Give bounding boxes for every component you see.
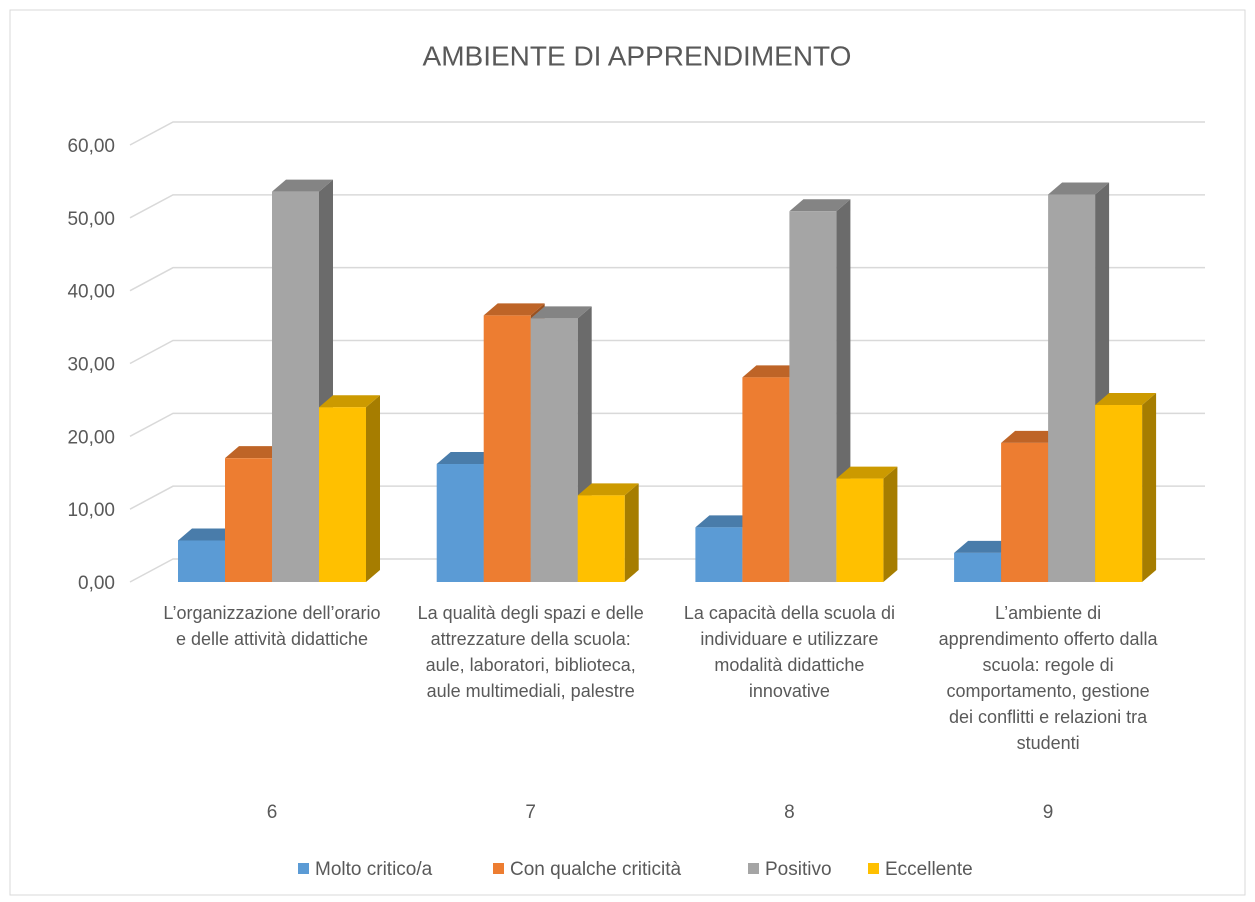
bar — [577, 495, 625, 582]
bar-top — [319, 395, 380, 408]
bar — [695, 527, 743, 582]
x-group-label: 8 — [784, 802, 795, 823]
bar — [1095, 405, 1143, 582]
y-tick-label: 30,00 — [67, 355, 115, 376]
legend-swatch — [493, 863, 504, 874]
bar — [1048, 194, 1096, 582]
y-tick-label: 10,00 — [67, 500, 115, 521]
bar — [1001, 442, 1049, 582]
grid-line — [129, 121, 1205, 146]
x-tick-label: L’ambiente di apprendimento offerto dall… — [938, 603, 1158, 753]
bar — [742, 377, 790, 582]
x-tick-label-box: L’organizzazione dell’orario e delle att… — [163, 603, 381, 649]
bar — [225, 458, 272, 582]
grid-line — [129, 412, 1205, 437]
x-tick-label: La capacità della scuola di individuare … — [683, 603, 895, 701]
y-tick-label: 40,00 — [67, 282, 115, 303]
x-tick-label: La qualità degli spazi e delle attrezzat… — [417, 603, 644, 701]
x-tick-label: L’organizzazione dell’orario e delle att… — [163, 603, 381, 649]
bar-side — [624, 483, 639, 582]
bar-side — [883, 466, 898, 582]
y-tick-label: 60,00 — [67, 136, 115, 157]
legend-swatch — [298, 863, 309, 874]
bar — [530, 318, 578, 582]
bar-top — [695, 515, 757, 528]
x-tick-label-box: L’ambiente di apprendimento offerto dall… — [938, 603, 1158, 753]
chart-title: AMBIENTE DI APPRENDIMENTO — [423, 40, 852, 71]
bar — [436, 464, 484, 582]
bar-top — [577, 483, 639, 496]
bar — [272, 191, 319, 582]
x-tick-label-box: La capacità della scuola di individuare … — [683, 603, 895, 701]
bar-top — [436, 452, 498, 465]
x-tick-label-box: La qualità degli spazi e delle attrezzat… — [417, 603, 644, 701]
bar-top — [836, 466, 898, 479]
grid-line — [129, 266, 1205, 292]
bar-top — [225, 446, 286, 459]
legend-label: Eccellente — [885, 859, 973, 880]
bar — [319, 407, 366, 582]
legend-label: Con qualche criticità — [510, 859, 682, 880]
y-tick-label: 50,00 — [67, 209, 115, 230]
bar-side — [366, 395, 380, 582]
bar-top — [954, 540, 1016, 553]
bar — [789, 211, 837, 583]
bar-top — [1048, 182, 1110, 195]
bar — [178, 540, 225, 582]
x-group-label: 7 — [525, 802, 536, 823]
y-tick-label: 20,00 — [67, 427, 115, 448]
x-group-label: 9 — [1043, 802, 1054, 823]
legend-swatch — [748, 863, 759, 874]
legend-swatch — [868, 863, 879, 874]
y-tick-label: 0,00 — [78, 573, 115, 594]
legend-label: Positivo — [765, 859, 832, 880]
bar-top — [1001, 430, 1063, 443]
bar-top — [789, 199, 851, 212]
legend-label: Molto critico/a — [315, 859, 433, 880]
bar-top — [742, 365, 804, 378]
bar-side — [1142, 393, 1157, 582]
grid-line — [129, 194, 1205, 219]
bar — [954, 552, 1002, 582]
bar — [836, 478, 884, 582]
bar-top — [178, 528, 239, 541]
bar-top — [530, 306, 592, 319]
x-group-label: 6 — [267, 802, 278, 823]
bar-top — [1095, 393, 1157, 406]
bar — [483, 315, 531, 582]
grid-line — [129, 339, 1205, 365]
bar-top — [272, 179, 333, 192]
bar-top — [483, 303, 545, 316]
